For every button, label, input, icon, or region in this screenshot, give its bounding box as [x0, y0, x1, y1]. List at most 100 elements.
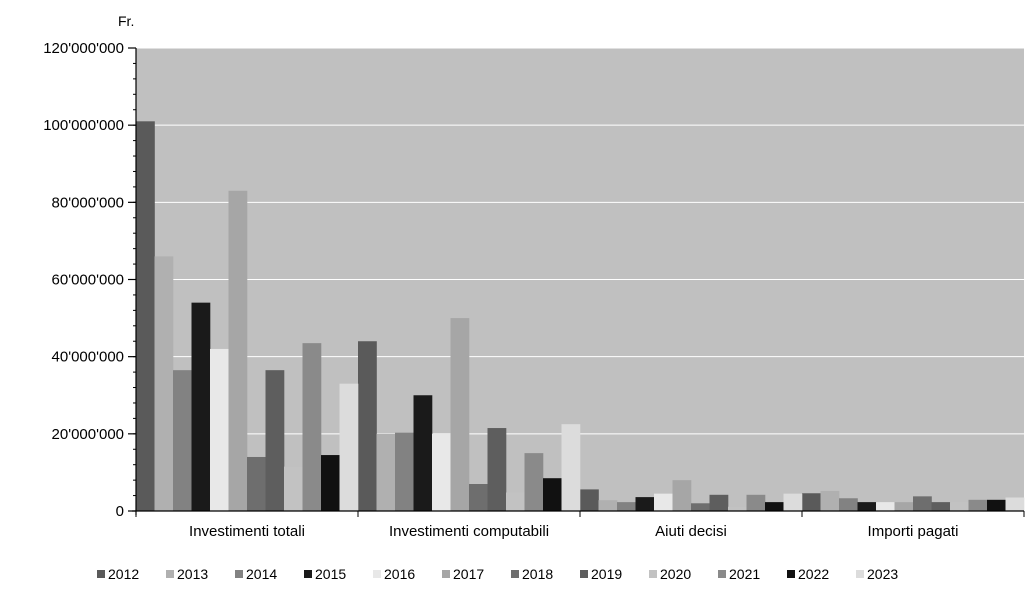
- bar-2021-2: [746, 494, 766, 511]
- legend-swatch: [856, 570, 864, 578]
- legend-label: 2013: [177, 566, 208, 582]
- bar-2021-3: [968, 499, 988, 511]
- bar-2013-3: [820, 490, 840, 511]
- legend-item-2015: 2015: [304, 566, 346, 582]
- bar-2012-3: [802, 493, 821, 511]
- legend-swatch: [373, 570, 381, 578]
- legend-swatch: [580, 570, 588, 578]
- category-label: Investimenti totali: [189, 523, 305, 540]
- bar-2021-1: [524, 453, 544, 511]
- legend-item-2020: 2020: [649, 566, 691, 582]
- legend-swatch: [718, 570, 726, 578]
- bar-2023-1: [561, 424, 581, 511]
- bar-2021-0: [302, 343, 322, 511]
- bar-2022-2: [765, 502, 784, 511]
- bar-2019-0: [265, 370, 285, 511]
- legend-swatch: [649, 570, 657, 578]
- bar-2013-2: [598, 500, 618, 511]
- category-label: Aiuti decisi: [655, 523, 727, 540]
- legend-label: 2019: [591, 566, 622, 582]
- bar-2023-2: [783, 493, 803, 511]
- legend-item-2012: 2012: [97, 566, 139, 582]
- y-tick-label: 20'000'000: [52, 426, 124, 443]
- legend: 2012 2013 2014 2015 2016 2017 2018 2019 2020 2021…: [97, 566, 898, 582]
- legend-label: 2014: [246, 566, 277, 582]
- legend-swatch: [304, 570, 312, 578]
- legend-item-2013: 2013: [166, 566, 208, 582]
- bar-2020-0: [284, 466, 303, 511]
- y-tick-label: 0: [116, 503, 124, 520]
- legend-label: 2016: [384, 566, 415, 582]
- bar-2018-2: [691, 503, 710, 511]
- legend-label: 2022: [798, 566, 829, 582]
- category-label: Importi pagati: [868, 523, 959, 540]
- y-axis-ticks: 0 20'000'000 40'000'000 60'000'000 80'000'00…: [43, 40, 124, 520]
- bar-2023-0: [339, 383, 359, 511]
- bar-2017-2: [672, 480, 692, 511]
- legend-label: 2023: [867, 566, 898, 582]
- axes: [128, 47, 1025, 517]
- legend-label: 2020: [660, 566, 691, 582]
- legend-label: 2021: [729, 566, 760, 582]
- y-tick-label: 80'000'000: [52, 194, 124, 211]
- bar-2012-0: [136, 121, 155, 511]
- bar-2020-1: [506, 492, 525, 511]
- y-tick-label: 60'000'000: [52, 272, 124, 289]
- bars: [136, 121, 1025, 511]
- y-axis-unit: Fr.: [118, 13, 134, 29]
- bar-2013-0: [154, 256, 174, 511]
- y-tick-label: 100'000'000: [43, 117, 124, 134]
- bar-2015-2: [635, 497, 655, 511]
- bar-2018-1: [469, 483, 488, 511]
- legend-label: 2012: [108, 566, 139, 582]
- legend-swatch: [511, 570, 519, 578]
- bar-2012-1: [358, 341, 377, 511]
- bar-2019-3: [931, 502, 951, 511]
- bar-2018-0: [247, 456, 266, 511]
- legend-label: 2017: [453, 566, 484, 582]
- category-label: Investimenti computabili: [389, 523, 549, 540]
- bar-2014-2: [617, 502, 636, 511]
- bar-2015-3: [857, 502, 877, 511]
- legend-swatch: [787, 570, 795, 578]
- bar-2012-2: [580, 489, 599, 511]
- legend-swatch: [235, 570, 243, 578]
- legend-item-2014: 2014: [235, 566, 277, 582]
- bar-2020-2: [728, 506, 747, 511]
- bar-2016-2: [654, 493, 673, 511]
- legend-item-2018: 2018: [511, 566, 553, 582]
- bar-2019-1: [487, 428, 507, 511]
- bar-2017-1: [450, 318, 470, 511]
- bar-2022-0: [321, 455, 340, 511]
- bar-2016-3: [876, 502, 895, 511]
- legend-item-2017: 2017: [442, 566, 484, 582]
- x-axis-categories: Investimenti totali Investimenti computab…: [189, 523, 958, 540]
- y-tick-label: 120'000'000: [43, 40, 124, 57]
- bar-2013-1: [376, 433, 396, 511]
- y-tick-label: 40'000'000: [52, 349, 124, 366]
- legend-label: 2015: [315, 566, 346, 582]
- legend-item-2019: 2019: [580, 566, 622, 582]
- bar-2016-1: [432, 433, 451, 511]
- bar-2023-3: [1005, 497, 1025, 511]
- bar-2018-3: [913, 496, 932, 511]
- bar-2020-3: [950, 502, 969, 511]
- bar-2022-3: [987, 499, 1006, 511]
- legend-item-2016: 2016: [373, 566, 415, 582]
- bar-2014-3: [839, 498, 858, 511]
- legend-swatch: [166, 570, 174, 578]
- bar-2016-0: [210, 348, 229, 511]
- bar-2015-1: [413, 395, 433, 511]
- bar-2017-0: [228, 190, 248, 511]
- bar-2014-0: [173, 370, 192, 511]
- bar-2019-2: [709, 494, 729, 511]
- legend-swatch: [97, 570, 105, 578]
- legend-swatch: [442, 570, 450, 578]
- legend-item-2021: 2021: [718, 566, 760, 582]
- bar-2015-0: [191, 302, 211, 511]
- bar-2014-1: [395, 432, 414, 511]
- bar-2017-3: [894, 502, 914, 511]
- bar-2022-1: [543, 478, 562, 511]
- legend-label: 2018: [522, 566, 553, 582]
